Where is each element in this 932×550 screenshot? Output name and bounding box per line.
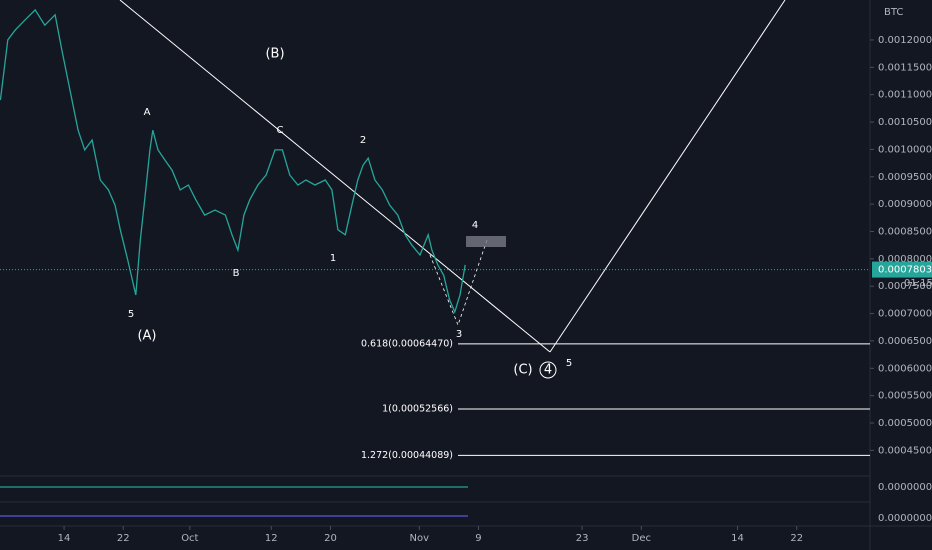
- projection-line: [549, 0, 786, 353]
- fib-label: 1.272(0.00044089): [361, 450, 453, 461]
- wave-label: 5: [128, 309, 134, 320]
- last-price-label: 0.00078038: [878, 265, 932, 276]
- x-tick-label: Nov: [410, 533, 430, 544]
- fib-label: 0.618(0.00064470): [361, 338, 453, 349]
- wave-label: (C): [513, 363, 532, 378]
- x-tick-label: 12: [265, 533, 278, 544]
- wave-label: 4: [472, 220, 478, 231]
- x-tick-label: 22: [117, 533, 130, 544]
- wave-label: 2: [360, 135, 366, 146]
- x-tick-label: Dec: [632, 533, 651, 544]
- trend-line: [119, 0, 551, 353]
- target-box: [466, 236, 506, 247]
- wave-label: (A): [137, 329, 156, 344]
- x-tick-label: 14: [731, 533, 744, 544]
- x-tick-label: 22: [790, 533, 803, 544]
- last-price-box: [872, 261, 932, 278]
- wave-label: C: [277, 125, 284, 136]
- wave-label: 3: [456, 329, 462, 340]
- x-tick-label: 9: [475, 533, 481, 544]
- wave-label: 4: [544, 363, 552, 378]
- wave-label: B: [233, 268, 240, 279]
- wave-label: (B): [265, 47, 284, 62]
- currency-label: BTC: [884, 7, 903, 18]
- countdown: 01:15:27: [904, 278, 932, 289]
- sub-wave-path: [429, 239, 488, 327]
- wave-circle: [539, 361, 557, 379]
- x-tick-label: 14: [58, 533, 71, 544]
- x-tick-label: Oct: [181, 533, 198, 544]
- x-tick-label: 20: [324, 533, 337, 544]
- wave-label: A: [144, 107, 151, 118]
- price-line: [0, 8, 466, 314]
- x-tick-label: 23: [576, 533, 589, 544]
- wave-label: 1: [330, 253, 336, 264]
- y-tick-label: 0.00045000: [878, 445, 932, 456]
- wave-label: 5: [566, 358, 572, 369]
- fib-label: 1(0.00052566): [382, 403, 453, 414]
